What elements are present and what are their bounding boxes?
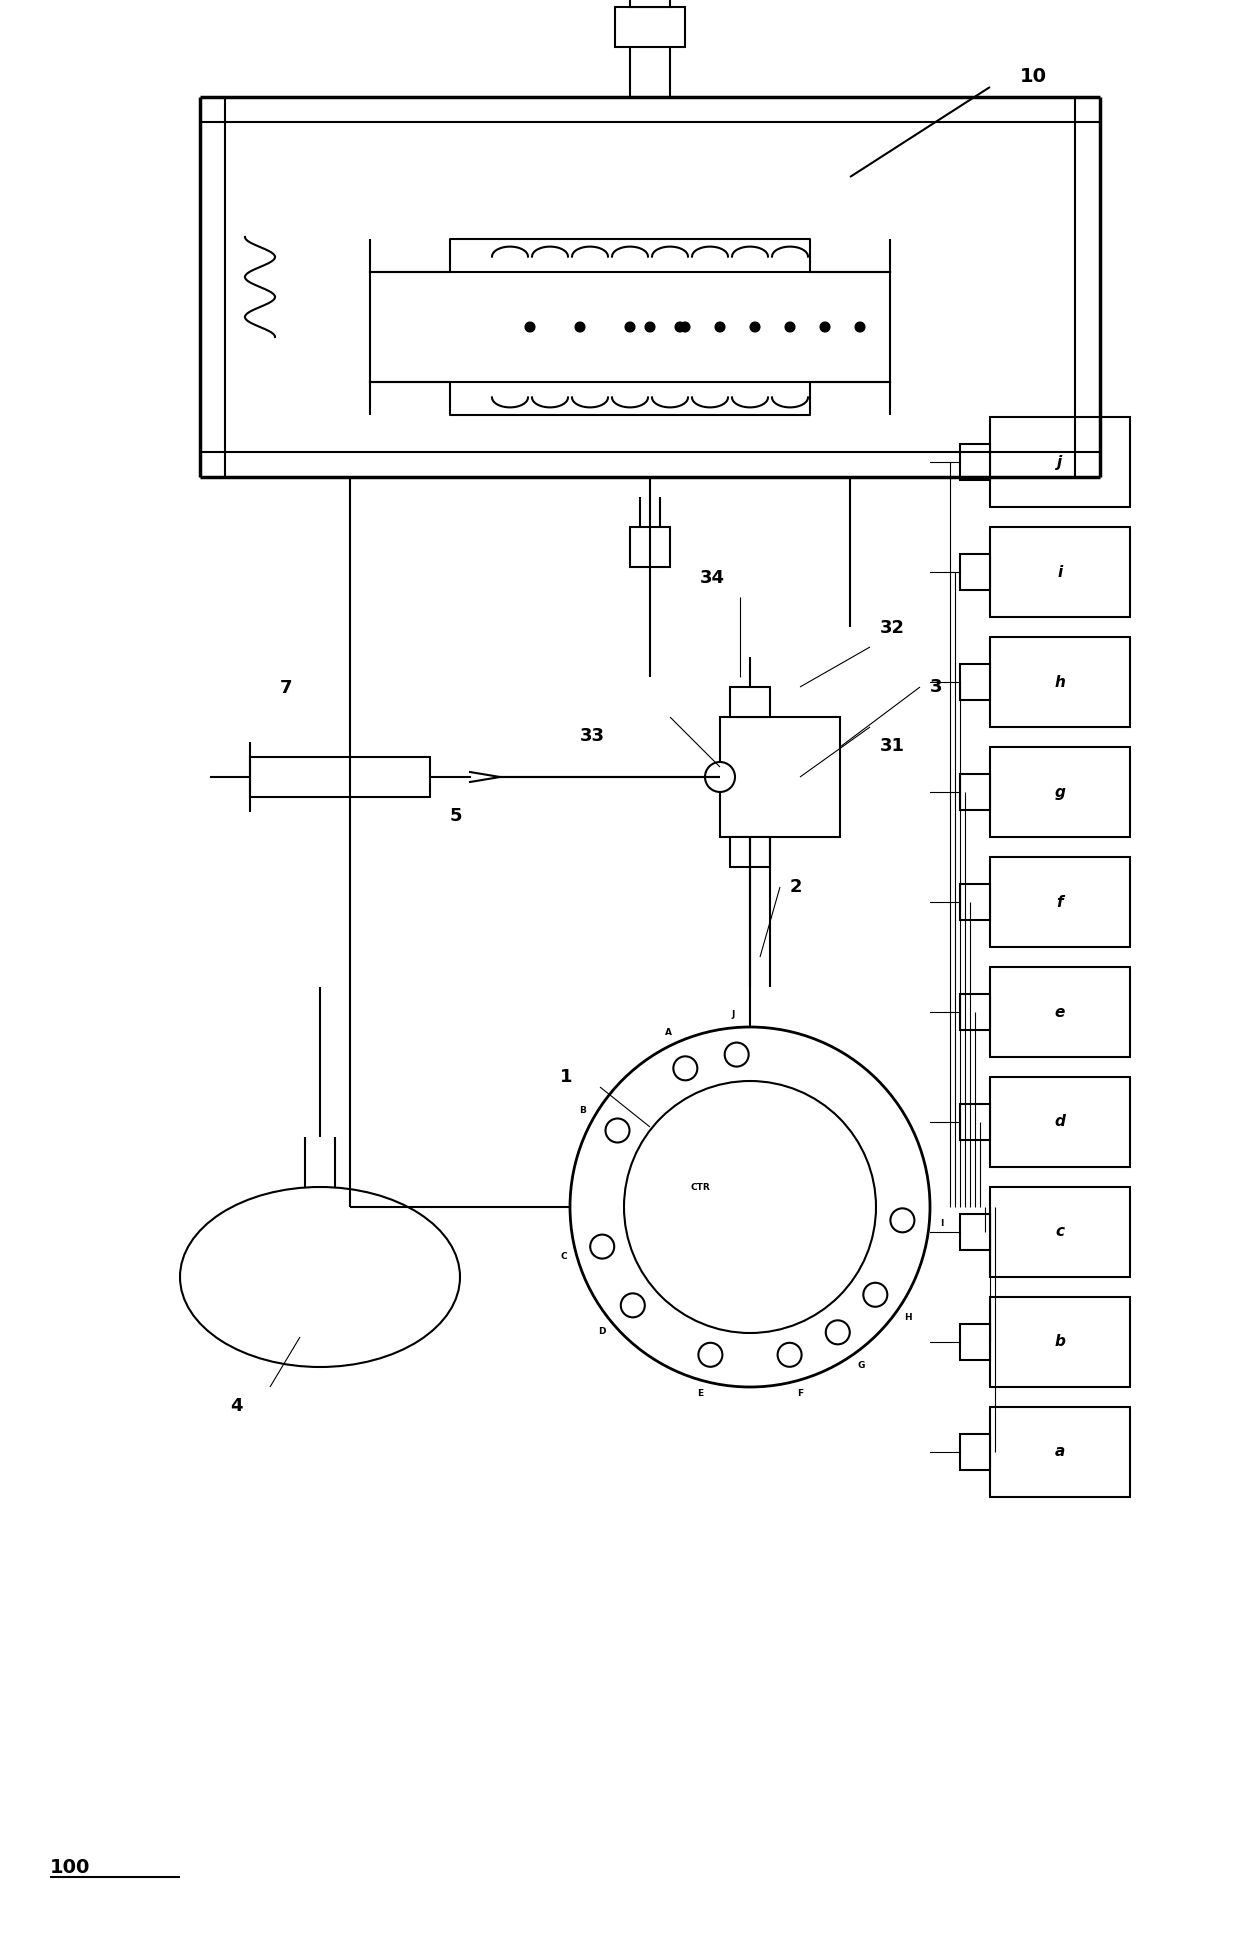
Text: E: E bbox=[697, 1389, 703, 1397]
Text: G: G bbox=[857, 1360, 864, 1370]
Circle shape bbox=[856, 323, 866, 333]
Text: 10: 10 bbox=[1021, 67, 1047, 86]
Text: j: j bbox=[1058, 454, 1063, 470]
Bar bbox=[630, 526, 670, 568]
Circle shape bbox=[575, 323, 585, 333]
Circle shape bbox=[605, 1119, 630, 1143]
Text: 31: 31 bbox=[880, 738, 905, 755]
Text: e: e bbox=[1055, 1004, 1065, 1020]
Circle shape bbox=[863, 1282, 888, 1307]
Text: b: b bbox=[1054, 1335, 1065, 1350]
Text: 2: 2 bbox=[790, 879, 802, 896]
Circle shape bbox=[621, 1294, 645, 1317]
Circle shape bbox=[624, 1080, 875, 1333]
Circle shape bbox=[785, 323, 795, 333]
Circle shape bbox=[698, 1343, 723, 1366]
Text: CTR: CTR bbox=[691, 1182, 709, 1192]
Text: A: A bbox=[665, 1027, 672, 1037]
Text: g: g bbox=[1054, 785, 1065, 800]
Text: c: c bbox=[1055, 1225, 1064, 1239]
Bar bbox=[990, 526, 1130, 616]
Text: 32: 32 bbox=[880, 618, 905, 636]
Text: I: I bbox=[941, 1219, 944, 1229]
Bar bbox=[990, 1076, 1130, 1166]
Bar bbox=[990, 417, 1130, 507]
Circle shape bbox=[673, 1057, 697, 1080]
Bar bbox=[960, 775, 990, 810]
Circle shape bbox=[675, 323, 684, 333]
Circle shape bbox=[706, 761, 735, 793]
Text: 34: 34 bbox=[701, 569, 725, 587]
Circle shape bbox=[680, 323, 689, 333]
Text: i: i bbox=[1058, 564, 1063, 579]
Bar bbox=[990, 1407, 1130, 1497]
Circle shape bbox=[525, 323, 534, 333]
Bar bbox=[960, 554, 990, 589]
Text: a: a bbox=[1055, 1444, 1065, 1460]
Bar bbox=[960, 444, 990, 479]
Text: C: C bbox=[560, 1252, 567, 1262]
Circle shape bbox=[715, 323, 725, 333]
Bar bbox=[990, 1188, 1130, 1278]
Circle shape bbox=[724, 1043, 749, 1067]
Bar bbox=[250, 757, 430, 796]
Circle shape bbox=[820, 323, 830, 333]
Circle shape bbox=[777, 1343, 801, 1366]
Bar bbox=[990, 636, 1130, 726]
Text: h: h bbox=[1054, 675, 1065, 689]
Bar bbox=[960, 1104, 990, 1141]
Text: H: H bbox=[904, 1313, 911, 1323]
Text: 4: 4 bbox=[229, 1397, 243, 1415]
Text: 33: 33 bbox=[580, 726, 605, 746]
Bar bbox=[960, 1434, 990, 1470]
Text: 1: 1 bbox=[560, 1069, 573, 1086]
Bar bbox=[990, 857, 1130, 947]
Bar bbox=[990, 748, 1130, 838]
Text: 3: 3 bbox=[930, 677, 942, 697]
Circle shape bbox=[826, 1321, 849, 1344]
Bar bbox=[960, 885, 990, 920]
Text: J: J bbox=[732, 1010, 735, 1020]
Text: F: F bbox=[797, 1389, 804, 1397]
Text: d: d bbox=[1054, 1114, 1065, 1129]
Circle shape bbox=[590, 1235, 614, 1258]
Bar bbox=[960, 663, 990, 701]
Bar bbox=[615, 8, 684, 47]
Circle shape bbox=[570, 1027, 930, 1388]
Text: 5: 5 bbox=[450, 806, 463, 826]
Bar bbox=[960, 994, 990, 1029]
Circle shape bbox=[750, 323, 760, 333]
Circle shape bbox=[890, 1207, 914, 1233]
Text: B: B bbox=[579, 1106, 587, 1115]
Bar bbox=[630, 0, 670, 8]
Text: 100: 100 bbox=[50, 1857, 91, 1877]
Bar bbox=[990, 1297, 1130, 1388]
Text: 7: 7 bbox=[280, 679, 293, 697]
Bar bbox=[960, 1325, 990, 1360]
Circle shape bbox=[645, 323, 655, 333]
Circle shape bbox=[625, 323, 635, 333]
Ellipse shape bbox=[180, 1188, 460, 1368]
Text: f: f bbox=[1056, 894, 1064, 910]
Bar bbox=[960, 1213, 990, 1251]
Bar bbox=[720, 716, 839, 838]
Bar bbox=[730, 687, 770, 716]
Bar bbox=[730, 838, 770, 867]
Text: D: D bbox=[599, 1327, 606, 1335]
Bar bbox=[990, 967, 1130, 1057]
